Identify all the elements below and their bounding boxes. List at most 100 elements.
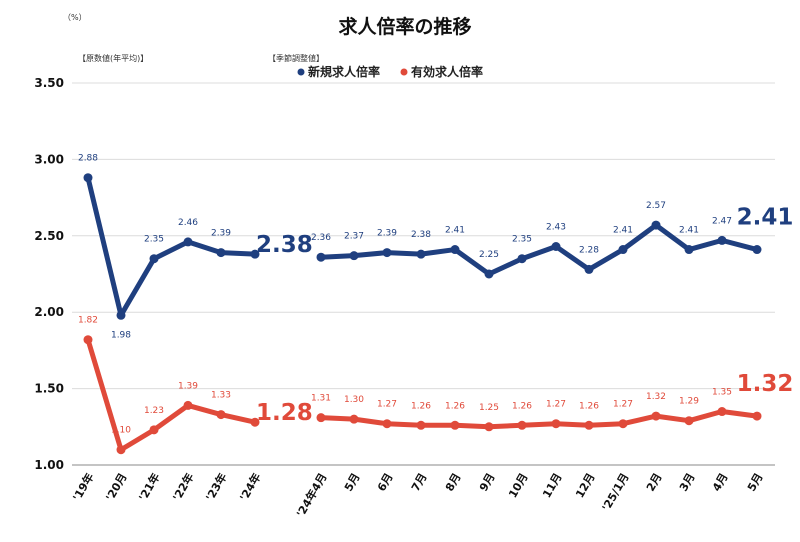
data-point-new [684,245,694,255]
data-point-effective [717,407,727,417]
data-label-new: 2.38 [256,232,313,258]
x-tick-label: '24年 [237,471,264,504]
data-point-new [717,235,727,245]
data-label-new: 2.39 [377,229,397,239]
data-label-effective: 1.25 [479,403,499,413]
data-label-new: 1.98 [111,330,131,340]
x-axis: '19年 '20月 '21年 '22年 '23年 '24年 '24年4月 5月 6月 7月 8月 9月… [70,471,766,520]
data-point-new [116,310,126,320]
data-point-effective [149,425,159,435]
data-label-new: 2.46 [178,218,198,228]
series-line-effective [85,337,258,453]
y-tick-label: 1.00 [34,458,64,472]
data-label-effective: 1.26 [512,401,532,411]
legend-label-new: 新規求人倍率 [308,64,380,79]
data-label-new: 2.35 [512,235,532,245]
data-point-new [316,252,326,262]
data-label-effective: 1.26 [445,401,465,411]
data-point-effective [183,400,193,410]
series-line-effective [318,409,760,430]
data-label-effective: 1.32 [737,371,794,397]
data-label-new: 2.88 [78,154,98,164]
data-point-effective [250,417,260,427]
x-tick-label: 2月 [644,471,665,494]
gridlines [72,82,775,466]
data-label-new: 2.41 [445,226,465,236]
data-point-new [83,173,93,183]
data-point-new [250,249,260,259]
x-tick-label: 3月 [677,471,698,494]
legend-label-effective: 有効求人倍率 [411,64,483,79]
data-point-effective [484,422,494,432]
data-label-effective: 1.31 [311,394,331,404]
data-label-new: 2.43 [546,222,566,232]
x-tick-label: '23年 [203,471,230,504]
data-point-new [618,245,628,255]
series-line-new [318,222,760,277]
x-tick-label: 12月 [573,471,597,500]
data-point-effective [752,411,762,421]
data-point-effective [517,420,527,430]
series-layer: 2.881.982.352.462.39 2.382.36 2.37 2.39 2.38… [78,154,794,455]
legend: 新規求人倍率 有効求人倍率 [297,64,483,79]
data-label-new: 2.41 [679,226,699,236]
section-label-annual: 【原数値(年平均)】 [78,53,148,63]
data-point-new [349,251,359,261]
data-label-new: 2.28 [579,245,599,255]
y-tick-label: 1.50 [34,382,64,396]
legend-marker-new [297,68,305,76]
data-label-effective: 1.10 [111,426,131,436]
data-label-new: 2.57 [646,201,666,211]
data-point-effective [116,445,126,455]
data-label-new: 2.37 [344,232,364,242]
data-label-effective: 1.27 [377,400,397,410]
data-point-effective [382,419,392,429]
data-point-new [651,220,661,230]
data-label-new: 2.39 [211,229,231,239]
x-tick-label: '22年 [170,471,197,504]
data-label-effective: 1.27 [546,400,566,410]
data-point-new [551,241,561,251]
y-tick-label: 2.00 [34,305,64,319]
data-label-new: 2.35 [144,235,164,245]
legend-marker-effective [400,68,408,76]
data-label-new: 2.41 [737,205,794,231]
data-label-effective: 1.23 [144,406,164,416]
data-point-new [382,248,392,258]
x-tick-label: 7月 [409,471,430,494]
data-point-effective [416,420,426,430]
data-point-effective [618,419,628,429]
data-point-new [416,249,426,259]
x-tick-label: 9月 [477,471,498,494]
chart-title: 求人倍率の推移 [338,15,471,38]
x-tick-label: 5月 [745,471,766,494]
data-label-effective: 1.32 [646,392,666,402]
x-tick-label: 8月 [443,471,464,494]
x-tick-label: 4月 [710,471,731,494]
y-tick-label: 2.50 [34,229,64,243]
data-label-effective: 1.82 [78,316,98,326]
data-label-effective: 1.28 [256,400,313,426]
data-label-new: 2.41 [613,226,633,236]
data-label-effective: 1.30 [344,395,364,405]
data-point-effective [584,420,594,430]
data-point-new [216,248,226,258]
section-label-seasonal: 【季節調整値】 [268,53,324,63]
data-point-effective [684,416,694,426]
data-label-effective: 1.26 [579,401,599,411]
data-point-effective [551,419,561,429]
x-tick-label: 5月 [342,471,363,494]
data-label-effective: 1.33 [211,391,231,401]
data-point-effective [349,414,359,424]
data-point-new [450,245,460,255]
data-label-new: 2.36 [311,233,331,243]
x-tick-label: 6月 [375,471,396,494]
data-point-effective [450,420,460,430]
x-tick-label: '19年 [70,471,97,504]
x-tick-label: '21年 [136,471,163,504]
y-tick-label: 3.00 [34,152,64,166]
x-tick-label: '20月 [103,471,129,503]
unit-label: （%） [63,13,87,22]
data-label-effective: 1.27 [613,400,633,410]
